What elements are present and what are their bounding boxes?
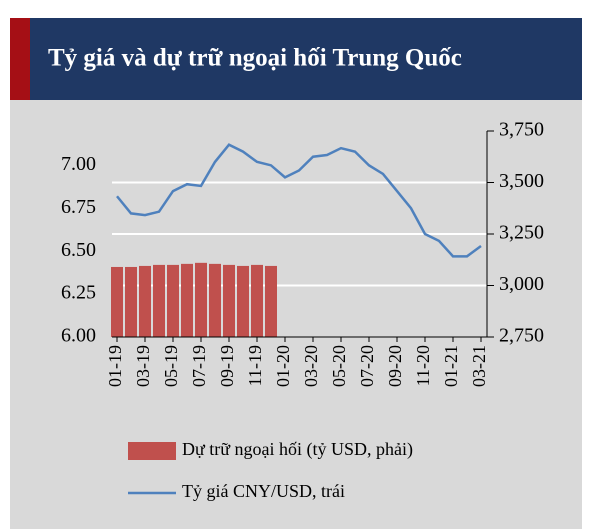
- x-tick-label: 03-19: [133, 345, 153, 387]
- bar: [209, 263, 221, 337]
- legend-swatch: [128, 442, 176, 460]
- x-tick-label: 07-19: [189, 345, 209, 387]
- x-tick-label: 03-20: [301, 345, 321, 387]
- bar: [223, 264, 235, 337]
- bar: [251, 264, 263, 337]
- y2-tick-label: 3,750: [499, 119, 544, 141]
- x-tick-label: 03-21: [469, 345, 489, 387]
- title-banner: [10, 18, 582, 100]
- x-tick-label: 05-19: [161, 345, 181, 387]
- title-accent: [10, 18, 30, 100]
- bar: [265, 265, 277, 337]
- y-tick-label: 6.25: [61, 282, 96, 304]
- bar: [125, 266, 137, 337]
- x-tick-label: 01-19: [105, 345, 125, 387]
- bar: [139, 265, 151, 337]
- x-tick-label: 07-20: [357, 345, 377, 387]
- legend-label: Dự trữ ngoại hối (tỷ USD, phải): [182, 439, 413, 460]
- y2-tick-label: 3,500: [499, 170, 544, 192]
- x-tick-label: 11-19: [245, 345, 265, 386]
- x-tick-label: 09-19: [217, 345, 237, 387]
- x-tick-label: 01-21: [441, 345, 461, 387]
- bar: [153, 264, 165, 337]
- legend-label: Tỷ giá CNY/USD, trái: [182, 481, 345, 501]
- bar: [167, 264, 179, 337]
- line: [116, 143, 482, 258]
- bar: [195, 262, 207, 337]
- bar: [181, 263, 193, 337]
- bar: [237, 265, 249, 337]
- y-tick-label: 6.00: [61, 325, 96, 347]
- bar: [111, 266, 123, 337]
- x-tick-label: 05-20: [329, 345, 349, 387]
- x-tick-label: 11-20: [413, 345, 433, 386]
- y2-tick-label: 2,750: [499, 325, 544, 347]
- x-tick-label: 01-20: [273, 345, 293, 387]
- x-tick-label: 09-20: [385, 345, 405, 387]
- y2-tick-label: 3,000: [499, 273, 544, 295]
- y-tick-label: 6.75: [61, 196, 96, 218]
- y2-tick-label: 3,250: [499, 222, 544, 244]
- y-tick-label: 6.50: [61, 239, 96, 261]
- y-tick-label: 7.00: [61, 153, 96, 175]
- chart-title: Tỷ giá và dự trữ ngoại hối Trung Quốc: [48, 45, 462, 72]
